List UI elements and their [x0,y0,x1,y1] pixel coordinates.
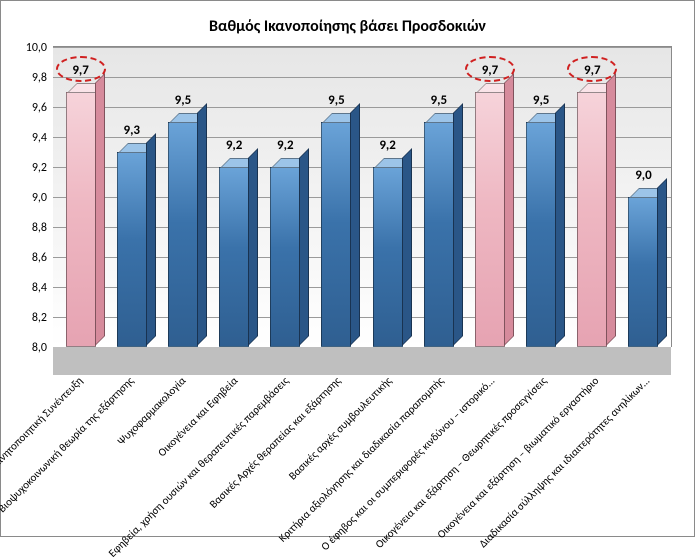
bar-value-label: 9,2 [226,138,243,153]
y-tick-label: 9,8 [32,71,53,85]
bar-slot: 9,7 [464,92,515,347]
y-tick-label: 9,2 [32,161,53,175]
bar: 9,2 [270,167,300,347]
y-tick-label: 9,6 [32,101,53,115]
bar-slot: 9,3 [106,152,157,347]
plot-area: 8,08,28,48,68,89,09,29,49,69,810,0 9,79,… [53,46,672,347]
bar-slot: 9,7 [55,92,106,347]
chart-title: Βαθμός Ικανοποίησης βάσει Προσδοκιών [13,17,682,36]
bar-value-label: 9,5 [175,93,192,108]
y-tick-label: 9,4 [32,131,53,145]
bar-slot: 9,7 [567,92,618,347]
y-tick-label: 8,4 [32,281,53,295]
y-tick-label: 10,0 [26,41,53,55]
bar-slot: 9,5 [516,122,567,347]
bar: 9,5 [424,122,454,347]
x-axis-labels: Κινητοποιητική ΣυνέντευξηΒιοψυχοκοινωνικ… [53,377,672,547]
bar-slot: 9,2 [209,167,260,347]
bar-value-label: 9,0 [635,168,652,183]
bar: 9,0 [628,197,658,347]
bar: 9,3 [117,152,147,347]
y-tick-label: 9,0 [32,191,53,205]
bars-container: 9,7 9,3 9,5 9,2 9,2 9,5 9,2 9,5 9,7 9,5 9,7 9,0 [53,47,671,347]
bar-value-label: 9,5 [328,93,345,108]
bar-slot: 9,0 [618,197,669,347]
bar-value-label: 9,5 [533,93,550,108]
y-tick-label: 8,6 [32,251,53,265]
bar-slot: 9,5 [311,122,362,347]
bar-value-label: 9,3 [123,123,140,138]
chart-frame: Βαθμός Ικανοποίησης βάσει Προσδοκιών 8,0… [0,0,695,537]
bar-slot: 9,2 [260,167,311,347]
bar-value-label: 9,2 [277,138,294,153]
bar-value-label: 9,7 [584,63,601,78]
bar: 9,5 [168,122,198,347]
bar-value-label: 9,7 [72,63,89,78]
plot-floor [53,347,671,375]
bar-value-label: 9,2 [379,138,396,153]
y-tick-label: 8,2 [32,311,53,325]
y-tick-label: 8,8 [32,221,53,235]
bar-slot: 9,5 [157,122,208,347]
bar-slot: 9,5 [413,122,464,347]
bar: 9,7 [66,92,96,347]
bar: 9,2 [219,167,249,347]
x-tick-label: Κινητοποιητική Συνέντευξη [0,374,85,469]
bar: 9,7 [475,92,505,347]
bar-slot: 9,2 [362,167,413,347]
bar-value-label: 9,7 [482,63,499,78]
y-tick-label: 8,0 [32,341,53,355]
bar: 9,2 [373,167,403,347]
bar: 9,5 [321,122,351,347]
bar: 9,5 [526,122,556,347]
bar-value-label: 9,5 [431,93,448,108]
bar: 9,7 [577,92,607,347]
